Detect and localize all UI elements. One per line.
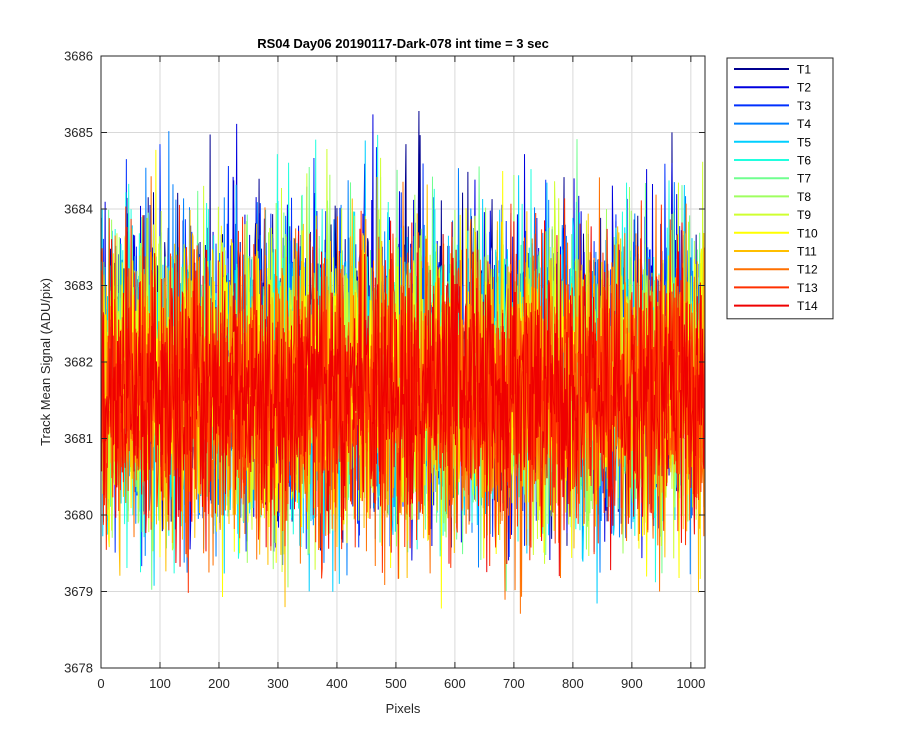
legend-label: T4 bbox=[797, 117, 811, 131]
legend-label: T12 bbox=[797, 263, 818, 277]
y-tick-label: 3683 bbox=[64, 278, 93, 293]
y-tick-label: 3682 bbox=[64, 355, 93, 370]
x-tick-label: 900 bbox=[621, 676, 643, 691]
legend-label: T8 bbox=[797, 190, 811, 204]
legend-entry-t4[interactable]: T4 bbox=[734, 117, 811, 131]
series-line-t13 bbox=[101, 198, 705, 593]
legend-entry-t13[interactable]: T13 bbox=[734, 281, 818, 295]
x-tick-label: 700 bbox=[503, 676, 525, 691]
x-tick-label: 400 bbox=[326, 676, 348, 691]
legend-entry-t14[interactable]: T14 bbox=[734, 299, 818, 313]
legend-entry-t9[interactable]: T9 bbox=[734, 208, 811, 222]
x-tick-label: 100 bbox=[149, 676, 171, 691]
legend-label: T3 bbox=[797, 99, 811, 113]
x-tick-label: 500 bbox=[385, 676, 407, 691]
series-group bbox=[101, 111, 705, 614]
y-tick-label: 3681 bbox=[64, 431, 93, 446]
x-tick-label: 600 bbox=[444, 676, 466, 691]
y-tick-label: 3678 bbox=[64, 661, 93, 676]
x-axis-label: Pixels bbox=[386, 701, 421, 716]
legend-label: T11 bbox=[797, 245, 817, 259]
legend-box bbox=[726, 57, 834, 320]
x-tick-label: 1000 bbox=[676, 676, 705, 691]
legend-entry-t7[interactable]: T7 bbox=[734, 172, 811, 186]
y-tick-label: 3679 bbox=[64, 584, 93, 599]
legend-entry-t8[interactable]: T8 bbox=[734, 190, 811, 204]
legend-label: T13 bbox=[797, 281, 818, 295]
legend-entry-t12[interactable]: T12 bbox=[734, 263, 818, 277]
y-axis-label: Track Mean Signal (ADU/pix) bbox=[38, 278, 53, 446]
legend-entry-t10[interactable]: T10 bbox=[734, 226, 818, 240]
legend-label: T6 bbox=[797, 154, 811, 168]
legend-label: T9 bbox=[797, 208, 811, 222]
legend-entry-t5[interactable]: T5 bbox=[734, 135, 811, 149]
x-tick-label: 0 bbox=[97, 676, 104, 691]
legend-label: T10 bbox=[797, 226, 818, 240]
legend-label: T1 bbox=[797, 63, 811, 77]
x-tick-label: 300 bbox=[267, 676, 289, 691]
x-tick-label: 800 bbox=[562, 676, 584, 691]
series-line-t14 bbox=[101, 220, 705, 577]
legend-entry-t11[interactable]: T11 bbox=[734, 245, 817, 259]
legend-label: T2 bbox=[797, 81, 811, 95]
legend-entry-t1[interactable]: T1 bbox=[734, 63, 811, 77]
legend-label: T7 bbox=[797, 172, 811, 186]
y-tick-label: 3685 bbox=[64, 125, 93, 140]
legend-entry-t6[interactable]: T6 bbox=[734, 154, 811, 168]
y-tick-label: 3680 bbox=[64, 508, 93, 523]
legend: T1 T2 T3 T4 T5 T6 T7 T8 T9 T10 T11 T12 T13 T14 bbox=[726, 57, 834, 320]
x-tick-label: 200 bbox=[208, 676, 230, 691]
legend-entry-t2[interactable]: T2 bbox=[734, 81, 811, 95]
plot-area: 0 100 200 300 400 500 600 700 800 900 1000 3678 3679… bbox=[64, 49, 706, 691]
legend-entry-t3[interactable]: T3 bbox=[734, 99, 811, 113]
chart-title: RS04 Day06 20190117-Dark-078 int time = … bbox=[257, 36, 549, 51]
y-tick-label: 3684 bbox=[64, 202, 93, 217]
y-tick-label: 3686 bbox=[64, 49, 93, 64]
legend-label: T14 bbox=[797, 299, 818, 313]
legend-label: T5 bbox=[797, 135, 811, 149]
